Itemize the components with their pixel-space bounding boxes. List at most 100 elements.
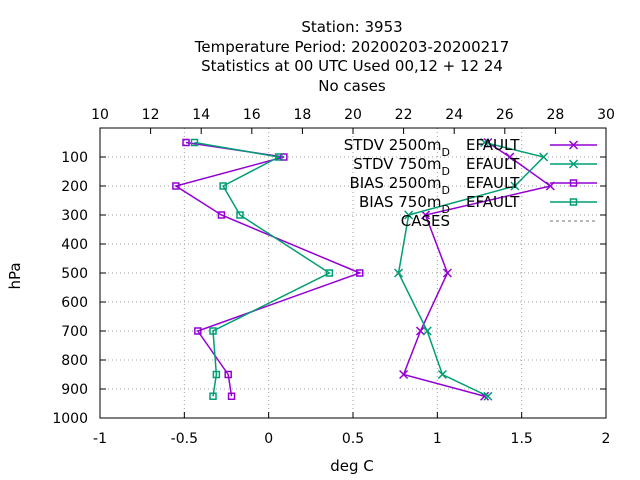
data-point-x-marker: [422, 326, 432, 336]
data-point-x-marker: [415, 326, 425, 336]
title-line-4: No cases: [318, 77, 386, 95]
data-point-square-marker: [217, 211, 226, 219]
legend-label-tail: EFAULT: [466, 193, 520, 211]
x2-tick-label: 14: [192, 107, 210, 123]
data-point-x-marker: [483, 391, 493, 401]
legend-entry-1: STDV 750mD EFAULT: [353, 155, 597, 178]
chart-title: Station: 3953 Temperature Period: 202002…: [194, 18, 510, 95]
series-line: [194, 141, 331, 397]
y-tick-label: 600: [61, 295, 88, 311]
x-tick-label: 0: [264, 431, 273, 447]
data-point-square-marker: [172, 182, 180, 190]
x2-tick-label: 18: [293, 107, 311, 123]
y-tick-label: 100: [61, 150, 88, 166]
legend-label-tail: EFAULT: [466, 155, 520, 173]
legend-label-subscript: D: [442, 146, 450, 159]
data-point-x-marker: [505, 152, 515, 162]
x-tick-label: -1: [93, 431, 107, 447]
series-line: [402, 141, 553, 397]
data-point-square-marker: [209, 392, 217, 400]
data-point-square-marker: [227, 392, 236, 400]
series-3: [190, 138, 334, 400]
data-point-square-marker: [182, 138, 190, 147]
legend-label: STDV 750mD: [353, 155, 450, 178]
legend-label: BIAS 2500mD: [349, 174, 450, 197]
y-axis-label: hPa: [6, 262, 24, 289]
x2-tick-label: 26: [496, 107, 514, 123]
x-tick-label: -0.5: [171, 431, 198, 447]
series: [172, 137, 555, 401]
data-point-square-marker: [236, 211, 244, 219]
y-tick-label: 300: [61, 208, 88, 224]
legend-label-tail: EFAULT: [466, 174, 520, 192]
series-line: [397, 141, 546, 397]
x-tick-label: 0.5: [342, 431, 364, 447]
data-point-square-marker: [355, 269, 364, 277]
y-tick-label: 200: [61, 179, 88, 195]
data-point-square-marker: [219, 182, 227, 190]
data-point-x-marker: [483, 137, 493, 148]
x-tick-label: 1: [433, 431, 442, 447]
x2-tick-label: 10: [91, 107, 109, 123]
legend-entry-4: CASES: [401, 212, 597, 230]
data-point-square-marker: [569, 179, 578, 187]
data-point-square-marker: [280, 153, 288, 161]
x-axis-label: deg C: [330, 457, 374, 475]
legend-entry-0: STDV 2500mD EFAULT: [344, 136, 597, 159]
data-point-x-marker: [510, 181, 520, 191]
data-point-square-marker: [275, 153, 283, 161]
title-line-2: Temperature Period: 20200203-20200217: [194, 38, 510, 56]
x2-tick-label: 20: [344, 107, 362, 123]
series-line: [174, 141, 362, 397]
data-point-x-marker: [394, 268, 404, 278]
legend-entry-3: BIAS 750mD EFAULT: [359, 193, 597, 216]
data-point-x-marker: [399, 369, 409, 380]
x-tick-label: 2: [602, 431, 611, 447]
data-point-x-marker: [437, 369, 447, 380]
y-tick-label: 700: [61, 324, 88, 340]
data-point-x-marker: [568, 159, 579, 169]
legend-label-subscript: D: [442, 203, 450, 216]
y-tick-label: 400: [61, 237, 88, 253]
legend-label-subscript: D: [442, 165, 450, 178]
y-tick-label: 900: [61, 382, 88, 398]
data-point-square-marker: [209, 327, 217, 335]
x2-tick-label: 16: [243, 107, 261, 123]
legend-entry-2: BIAS 2500mD EFAULT: [349, 174, 597, 197]
legend-label-subscript: D: [442, 184, 450, 197]
legend-label: BIAS 750mD: [359, 193, 450, 216]
series-2: [172, 138, 364, 400]
axis-ticks: -1 -0.5 0 0.5 1 1.5 2 10 12 14 16 18 20 22 24 26 28 30 100…: [52, 107, 615, 447]
legend-label: CASES: [401, 212, 450, 230]
data-point-x-marker: [480, 137, 490, 148]
x2-tick-label: 30: [597, 107, 615, 123]
series-0: [399, 137, 555, 401]
legend-label-tail: EFAULT: [466, 136, 520, 154]
grid: [100, 128, 606, 418]
data-point-square-marker: [194, 327, 202, 335]
data-point-x-marker: [404, 210, 414, 220]
data-point-square-marker: [190, 138, 199, 147]
x-tick-label: 1.5: [511, 431, 533, 447]
y-tick-label: 1000: [52, 411, 88, 427]
data-point-square-marker: [212, 370, 221, 379]
x2-tick-label: 12: [142, 107, 160, 123]
x2-tick-label: 22: [395, 107, 413, 123]
title-line-1: Station: 3953: [301, 18, 402, 36]
data-point-square-marker: [325, 269, 334, 277]
data-point-x-marker: [442, 268, 452, 278]
y-tick-label: 800: [61, 353, 88, 369]
x2-tick-label: 28: [546, 107, 564, 123]
y-tick-label: 500: [61, 266, 88, 282]
legend-label: STDV 2500mD: [344, 136, 450, 159]
title-line-3: Statistics at 00 UTC Used 00,12 + 12 24: [201, 57, 503, 75]
x2-tick-label: 24: [445, 107, 463, 123]
data-point-x-marker: [420, 210, 431, 220]
data-point-x-marker: [568, 140, 579, 150]
plot-frame: [99, 127, 607, 419]
data-point-square-marker: [569, 198, 578, 206]
data-point-square-marker: [224, 370, 232, 379]
series-1: [394, 137, 549, 401]
